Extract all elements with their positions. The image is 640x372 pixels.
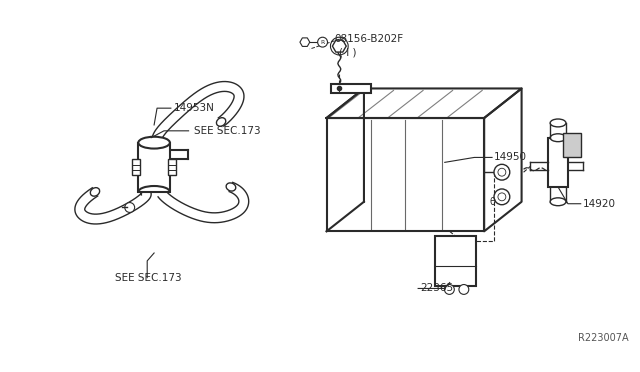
Circle shape xyxy=(459,285,468,294)
Ellipse shape xyxy=(550,134,566,142)
Ellipse shape xyxy=(138,137,170,148)
FancyBboxPatch shape xyxy=(435,236,476,285)
Ellipse shape xyxy=(226,183,236,191)
Text: 14920: 14920 xyxy=(582,199,616,209)
FancyBboxPatch shape xyxy=(138,142,170,192)
Text: θ: θ xyxy=(489,197,495,207)
Text: 14950: 14950 xyxy=(494,153,527,163)
Circle shape xyxy=(444,285,454,294)
Text: 14953N: 14953N xyxy=(174,103,214,113)
FancyBboxPatch shape xyxy=(548,138,568,187)
Ellipse shape xyxy=(550,119,566,127)
Ellipse shape xyxy=(216,118,226,126)
Circle shape xyxy=(494,189,510,205)
Ellipse shape xyxy=(550,198,566,206)
Text: R223007A: R223007A xyxy=(578,333,628,343)
Text: SEE SEC.173: SEE SEC.173 xyxy=(115,273,181,283)
FancyBboxPatch shape xyxy=(332,84,371,93)
Ellipse shape xyxy=(90,187,100,196)
Circle shape xyxy=(494,164,510,180)
Circle shape xyxy=(498,168,506,176)
FancyBboxPatch shape xyxy=(563,133,580,157)
FancyBboxPatch shape xyxy=(132,159,140,175)
Text: R: R xyxy=(321,40,324,45)
FancyBboxPatch shape xyxy=(168,159,176,175)
Text: 22365: 22365 xyxy=(420,283,453,294)
Text: ( l ): ( l ) xyxy=(339,47,357,57)
Text: SEE SEC.173: SEE SEC.173 xyxy=(193,126,260,136)
Circle shape xyxy=(317,37,328,47)
Text: 08156-B202F: 08156-B202F xyxy=(334,34,404,44)
Circle shape xyxy=(125,203,134,212)
Circle shape xyxy=(498,193,506,201)
